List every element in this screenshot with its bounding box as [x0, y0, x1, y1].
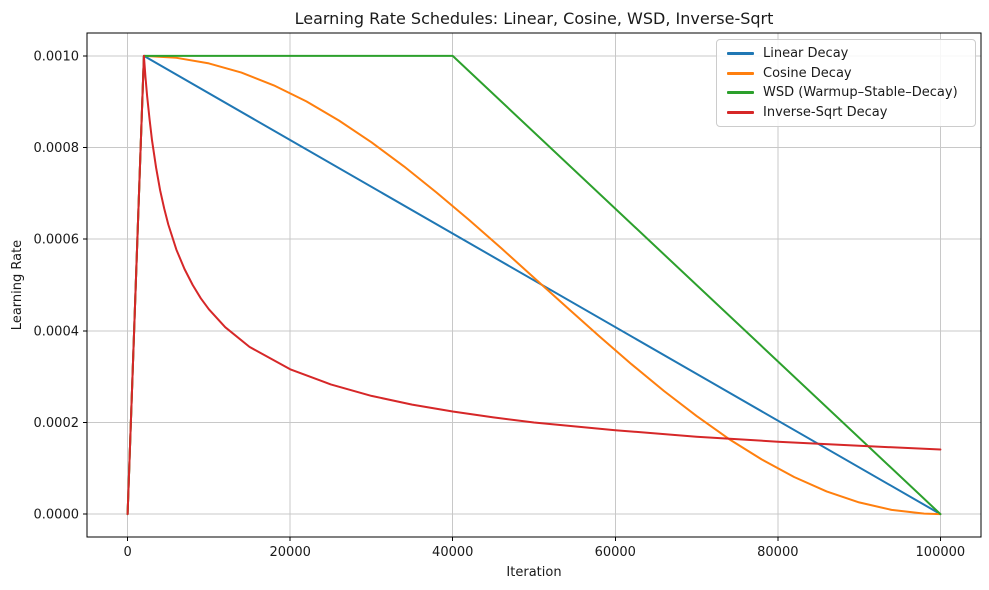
legend-entry-linear-decay: Linear Decay	[727, 44, 967, 64]
y-tick-label: 0.0004	[34, 324, 80, 339]
y-tick-label: 0.0002	[34, 416, 80, 431]
legend-line-swatch	[727, 52, 754, 56]
legend-label: Cosine Decay	[763, 65, 852, 81]
x-tick-label: 60000	[595, 545, 636, 560]
series-line-inverse-sqrt-decay	[126, 54, 942, 516]
y-tick-label: 0.0008	[34, 141, 80, 156]
x-tick-label: 100000	[916, 545, 966, 560]
legend: Linear Decay Cosine Decay WSD (Warmup–Stab…	[716, 39, 976, 127]
legend-line-swatch	[727, 110, 754, 114]
y-tick-label: 0.0010	[34, 49, 80, 64]
x-tick-label: 80000	[757, 545, 798, 560]
legend-label: Linear Decay	[763, 46, 849, 62]
plot-border	[86, 32, 982, 538]
x-tick-label: 40000	[432, 545, 473, 560]
x-tick-label: 0	[123, 545, 131, 560]
y-tick-label: 0.0000	[34, 508, 80, 523]
legend-entry-wsd-warmup-stable-decay: WSD (Warmup–Stable–Decay)	[727, 83, 967, 103]
x-tick-label: 20000	[270, 545, 311, 560]
y-tick-label: 0.0006	[34, 233, 80, 248]
legend-line-swatch	[727, 91, 754, 95]
legend-entry-inverse-sqrt-decay: Inverse-Sqrt Decay	[727, 103, 967, 123]
legend-label: WSD (Warmup–Stable–Decay)	[763, 85, 958, 101]
legend-label: Inverse-Sqrt Decay	[763, 104, 888, 120]
legend-line-swatch	[727, 71, 754, 75]
x-axis-label: Iteration	[506, 565, 562, 580]
chart-title: Learning Rate Schedules: Linear, Cosine,…	[294, 9, 774, 28]
series-line-cosine-decay	[126, 54, 942, 516]
legend-entry-cosine-decay: Cosine Decay	[727, 64, 967, 84]
